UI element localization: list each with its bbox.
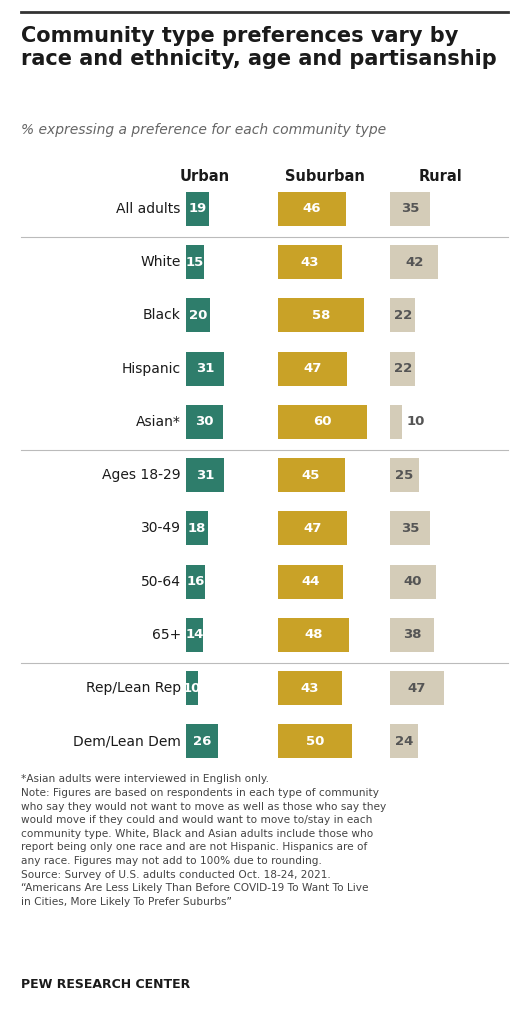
Text: 31: 31 (195, 362, 214, 375)
Text: 19: 19 (189, 203, 206, 215)
Bar (186, 458, 224, 492)
Bar (186, 245, 204, 279)
Text: 58: 58 (312, 309, 330, 322)
Text: Urban: Urban (179, 169, 230, 184)
Text: Rural: Rural (418, 169, 462, 184)
Text: 40: 40 (404, 575, 422, 588)
Bar (390, 511, 430, 545)
Text: 44: 44 (301, 575, 320, 588)
Bar (186, 725, 217, 758)
Bar (390, 672, 444, 705)
Text: 43: 43 (300, 682, 319, 694)
Text: PEW RESEARCH CENTER: PEW RESEARCH CENTER (21, 978, 190, 991)
Bar (390, 191, 430, 225)
Text: Black: Black (143, 308, 181, 323)
Text: 10: 10 (183, 682, 201, 694)
Text: Suburban: Suburban (285, 169, 365, 184)
Bar (186, 298, 210, 332)
Text: 45: 45 (302, 469, 320, 481)
Bar (186, 617, 203, 651)
Text: 10: 10 (407, 416, 425, 428)
Bar (278, 617, 349, 651)
Text: % expressing a preference for each community type: % expressing a preference for each commu… (21, 123, 386, 137)
Text: 47: 47 (303, 362, 322, 375)
Bar (390, 351, 416, 385)
Bar (390, 725, 418, 758)
Text: 50: 50 (305, 735, 324, 748)
Bar (278, 245, 342, 279)
Text: Rep/Lean Rep: Rep/Lean Rep (85, 681, 181, 695)
Text: 35: 35 (401, 522, 419, 535)
Text: 42: 42 (405, 256, 423, 268)
Bar (390, 565, 436, 598)
Text: 14: 14 (185, 629, 204, 641)
Text: 38: 38 (403, 629, 421, 641)
Text: 18: 18 (188, 522, 206, 535)
Text: 43: 43 (300, 256, 319, 268)
Bar (390, 245, 438, 279)
Text: 22: 22 (394, 309, 412, 322)
Text: 60: 60 (313, 416, 332, 428)
Text: 48: 48 (304, 629, 323, 641)
Bar (278, 565, 343, 598)
Text: 47: 47 (408, 682, 426, 694)
Text: White: White (140, 255, 181, 269)
Bar (390, 617, 433, 651)
Text: Community type preferences vary by
race and ethnicity, age and partisanship: Community type preferences vary by race … (21, 26, 497, 69)
Bar (186, 191, 209, 225)
Text: All adults: All adults (116, 202, 181, 216)
Bar (390, 458, 419, 492)
Text: Ages 18-29: Ages 18-29 (102, 468, 181, 482)
Text: 30-49: 30-49 (141, 521, 181, 536)
Bar (278, 404, 367, 438)
Text: 35: 35 (401, 203, 419, 215)
Bar (186, 511, 208, 545)
Text: 25: 25 (396, 469, 413, 481)
Bar (278, 511, 347, 545)
Text: 50-64: 50-64 (141, 574, 181, 589)
Text: *Asian adults were interviewed in English only.
Note: Figures are based on respo: *Asian adults were interviewed in Englis… (21, 774, 386, 907)
Bar (278, 351, 347, 385)
Text: 20: 20 (189, 309, 208, 322)
Text: 26: 26 (193, 735, 211, 748)
Text: 31: 31 (195, 469, 214, 481)
Text: 24: 24 (395, 735, 413, 748)
Bar (186, 565, 205, 598)
Text: 22: 22 (394, 362, 412, 375)
Bar (278, 672, 342, 705)
Bar (278, 725, 352, 758)
Text: 65+: 65+ (151, 628, 181, 642)
Bar (278, 298, 364, 332)
Bar (186, 404, 223, 438)
Bar (278, 458, 345, 492)
Text: 30: 30 (195, 416, 213, 428)
Text: Asian*: Asian* (136, 415, 181, 429)
Bar (186, 351, 224, 385)
Text: Dem/Lean Dem: Dem/Lean Dem (73, 734, 181, 749)
Bar (186, 672, 198, 705)
Text: 15: 15 (186, 256, 204, 268)
Text: Hispanic: Hispanic (122, 361, 181, 376)
Text: 16: 16 (187, 575, 205, 588)
Bar (390, 404, 402, 438)
Text: 46: 46 (303, 203, 321, 215)
Bar (390, 298, 416, 332)
Text: 47: 47 (303, 522, 322, 535)
Bar (278, 191, 346, 225)
